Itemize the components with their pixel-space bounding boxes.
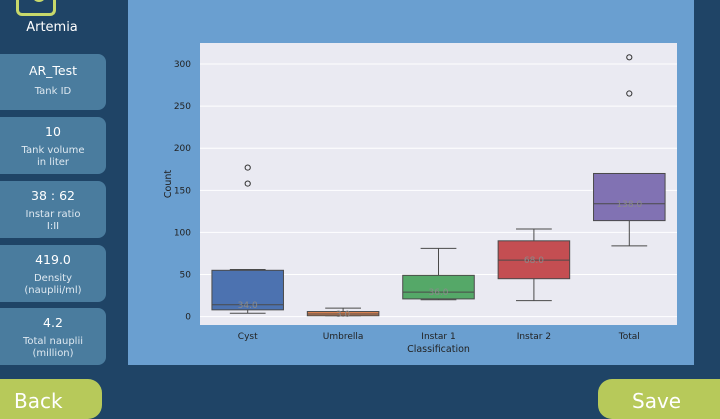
tank-volume-value: 10 <box>45 124 61 139</box>
y-tick-label: 300 <box>174 60 191 70</box>
box-instar-1 <box>402 274 475 300</box>
total-nauplii-label-line-2: (million) <box>32 348 74 359</box>
y-tick-label: 250 <box>174 102 191 112</box>
back-button[interactable]: Back <box>0 379 102 419</box>
density-label: Density (nauplii/ml) <box>0 273 106 297</box>
total-nauplii-label-line-1: Total nauplii <box>22 336 84 347</box>
total-nauplii-value: 4.2 <box>43 315 63 330</box>
x-tick-label: Cyst <box>238 332 258 342</box>
mean-label: 138.0 <box>616 200 642 210</box>
total-nauplii-label: Total nauplii (million) <box>0 336 106 360</box>
tank-volume-label-line-1: Tank volume <box>21 145 85 156</box>
y-tick-label: 0 <box>185 313 191 323</box>
instar-ratio-label-line-2: I:II <box>46 221 60 232</box>
density-label-line-2: (nauplii/ml) <box>24 285 82 296</box>
tank-volume-label-line-2: in liter <box>36 157 70 168</box>
tank-id-value: AR_Test <box>28 63 78 78</box>
instar-ratio-label: Instar ratio I:II <box>0 209 106 233</box>
x-axis-label: Classification <box>407 344 470 355</box>
outlier-point <box>626 90 633 97</box>
instar-ratio-label-line-1: Instar ratio <box>25 209 81 220</box>
save-button[interactable]: Save <box>598 379 720 419</box>
instar-ratio-value: 38 : 62 <box>31 188 75 203</box>
y-tick-label: 150 <box>174 186 191 196</box>
x-tick-label: Total <box>618 332 640 342</box>
y-tick-label: 200 <box>174 144 191 154</box>
tank-id-label-line: Tank ID <box>34 86 72 97</box>
y-tick-label: 100 <box>174 228 191 238</box>
outlier-point <box>244 164 251 171</box>
mean-label: 34.0 <box>238 301 258 311</box>
tank-id-card: AR_Test Tank ID <box>0 54 106 110</box>
density-value: 419.0 <box>35 252 71 267</box>
tank-volume-label: Tank volume in liter <box>0 145 106 169</box>
outlier-point <box>244 180 251 187</box>
boxplot-chart: 0 50 100 150 200 250 300 34.0 Cyst 3.0 Umbrella 36.… <box>163 54 677 355</box>
y-tick-label: 50 <box>180 270 192 280</box>
app-title: Artemia <box>26 20 78 35</box>
box-cyst <box>211 269 284 311</box>
mean-label: 68.0 <box>524 256 544 266</box>
total-nauplii-card: 4.2 Total nauplii (million) <box>0 308 106 365</box>
mean-label: 3.0 <box>336 310 351 320</box>
outlier-point <box>626 54 633 61</box>
density-label-line-1: Density <box>33 273 73 284</box>
instar-ratio-card: 38 : 62 Instar ratio I:II <box>0 181 106 238</box>
tank-id-label: Tank ID <box>0 86 106 98</box>
artemia-logo-icon <box>16 0 56 16</box>
x-tick-label: Instar 1 <box>421 332 455 342</box>
x-tick-label: Umbrella <box>323 332 364 342</box>
tank-volume-card: 10 Tank volume in liter <box>0 117 106 174</box>
mean-label: 36.0 <box>428 288 448 298</box>
density-card: 419.0 Density (nauplii/ml) <box>0 245 106 302</box>
x-tick-label: Instar 2 <box>517 332 551 342</box>
y-axis-label: Count <box>163 170 174 198</box>
box-total <box>593 172 666 222</box>
